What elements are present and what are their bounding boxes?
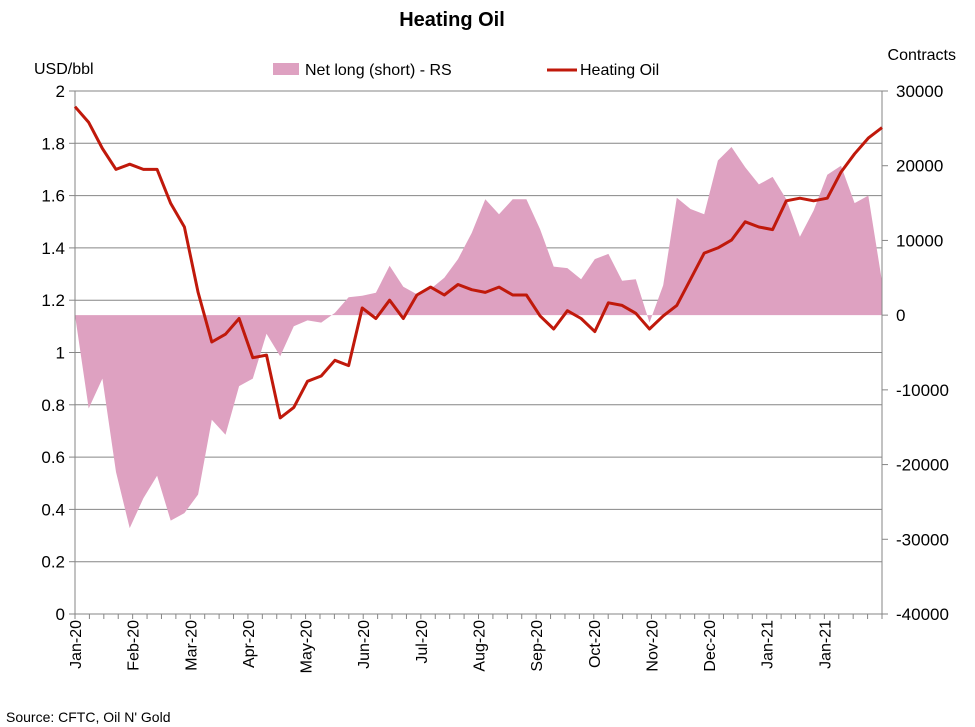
left-y-tick-label: 0.4	[41, 500, 65, 519]
x-tick-label: Jan-21	[760, 620, 777, 669]
legend-label-net-long: Net long (short) - RS	[305, 62, 452, 79]
x-tick-label: Dec-20	[702, 620, 719, 672]
left-y-tick-label: 0.2	[41, 553, 65, 572]
right-y-ticks: -40000 -30000 -20000 -10000 0 10000 20000 30000	[896, 82, 949, 624]
x-tick-label: Jun-20	[356, 620, 373, 669]
x-tick-label: Jan-20	[68, 620, 85, 669]
left-y-tick-label: 0	[56, 605, 65, 624]
left-y-tick-label: 1.2	[41, 291, 65, 310]
left-y-tick-label: 1.8	[41, 134, 65, 153]
x-tick-label: Jul-20	[414, 620, 431, 664]
x-tick-labels: Jan-20 Feb-20 Mar-20 Apr-20 May-20 Jun-20 Jul-…	[68, 620, 834, 673]
heating-oil-line-series	[73, 105, 883, 420]
legend-swatch-net-long	[273, 63, 299, 75]
legend-label-heating-oil: Heating Oil	[580, 62, 659, 79]
right-y-tick-label: 20000	[896, 157, 943, 176]
left-y-tick-label: 0.6	[41, 448, 65, 467]
x-tick-label: Mar-20	[183, 620, 200, 671]
right-y-tick-label: -40000	[896, 605, 949, 624]
x-tick-label: Nov-20	[644, 620, 661, 672]
net-long-area	[75, 147, 882, 529]
left-y-tick-label: 0.8	[41, 396, 65, 415]
right-y-tick-label: -20000	[896, 456, 949, 475]
right-y-tick-label: 10000	[896, 231, 943, 250]
left-y-tick-label: 1.4	[41, 239, 65, 258]
chart-title: Heating Oil	[399, 9, 505, 31]
legend: Net long (short) - RS Heating Oil	[273, 62, 659, 79]
x-tick-label: Sep-20	[529, 620, 546, 672]
left-y-tick-label: 1	[56, 344, 65, 363]
heating-oil-line	[73, 105, 883, 420]
x-tick-label: Apr-20	[241, 620, 258, 668]
source-note: Source: CFTC, Oil N' Gold	[6, 709, 171, 725]
right-y-tick-label: -30000	[896, 530, 949, 549]
axes	[69, 90, 888, 619]
left-y-tick-label: 2	[56, 82, 65, 101]
right-y-tick-label: 30000	[896, 82, 943, 101]
right-axis-label: Contracts	[888, 47, 956, 64]
left-axis-label: USD/bbl	[34, 61, 94, 78]
left-y-tick-label: 1.6	[41, 187, 65, 206]
x-tick-label: Feb-20	[126, 620, 143, 671]
x-tick-label: Aug-20	[472, 620, 489, 672]
left-y-ticks: 0 0.2 0.4 0.6 0.8 1 1.2 1.4 1.6 1.8 2	[41, 82, 65, 624]
x-tick-label: Oct-20	[587, 620, 604, 668]
right-y-tick-label: -10000	[896, 381, 949, 400]
x-tick-label: Jan-21	[817, 620, 834, 669]
net-long-area-series	[75, 147, 882, 529]
x-tick-label: May-20	[299, 620, 316, 673]
right-y-tick-label: 0	[896, 306, 905, 325]
